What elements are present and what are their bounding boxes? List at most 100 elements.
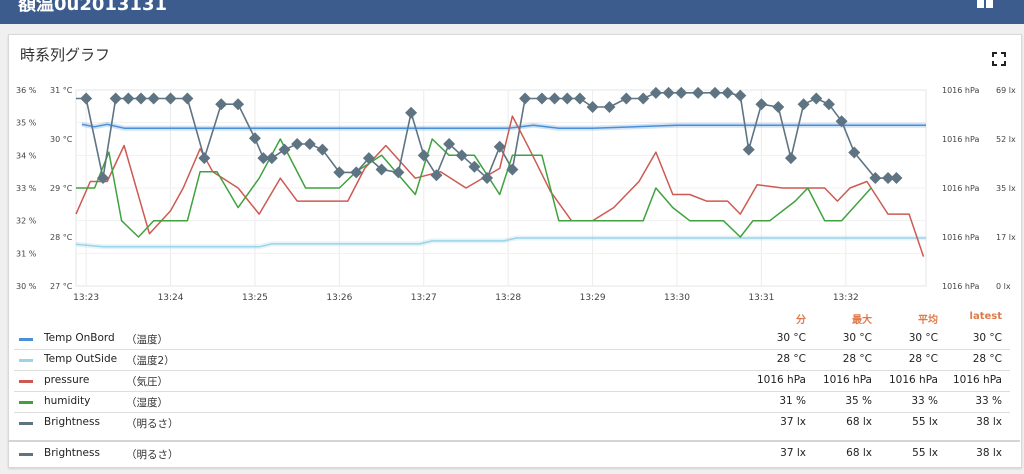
data-point: [620, 92, 633, 105]
series-name: Temp OnBord: [44, 332, 115, 344]
humidity-tick-label: 34 %: [16, 151, 37, 160]
x-tick-label: 13:30: [664, 293, 690, 303]
data-point: [548, 92, 561, 105]
stat-value: 1016 hPa: [756, 374, 806, 386]
legend-row[interactable]: Brightness （明るさ） 37 lx 68 lx 55 lx 38 lx: [0, 414, 1024, 432]
x-tick-label: 13:32: [833, 293, 859, 303]
x-tick-label: 13:27: [411, 293, 437, 303]
series-line-shadow: [75, 235, 926, 250]
temperature-tick-label: 28 °C: [50, 233, 73, 242]
column-header: 最大: [852, 315, 872, 326]
pressure-tick-label: 1016 hPa: [942, 86, 979, 95]
stat-value: 35 %: [845, 395, 872, 407]
stat-value: 37 lx: [780, 416, 806, 428]
legend-row[interactable]: humidity （湿度） 31 % 35 % 33 % 33 %: [0, 393, 1024, 411]
stat-value: 38 lx: [976, 447, 1002, 459]
legend-row[interactable]: Temp OutSide （温度2） 28 °C 28 °C 28 °C 28 °C: [0, 351, 1024, 369]
data-point: [692, 86, 705, 99]
data-point: [257, 152, 270, 165]
humidity-tick-label: 31 %: [16, 249, 37, 258]
x-tick-label: 13:28: [495, 293, 521, 303]
data-point: [772, 101, 785, 114]
series-swatch: [19, 380, 33, 383]
data-point: [232, 98, 245, 111]
column-header: 分: [796, 315, 806, 326]
data-point: [721, 86, 734, 99]
data-point: [164, 92, 177, 105]
data-point: [97, 172, 110, 185]
data-point: [637, 92, 650, 105]
stat-value: 1016 hPa: [952, 374, 1002, 386]
data-point: [882, 172, 895, 185]
data-point: [109, 92, 122, 105]
data-point: [535, 92, 548, 105]
data-point: [291, 137, 304, 150]
app-title: 額温0u2013131: [18, 0, 168, 15]
data-point: [675, 86, 688, 99]
x-tick-label: 13:25: [242, 293, 268, 303]
series-temp-outside: [75, 235, 926, 250]
data-point: [134, 92, 147, 105]
stat-value: 30 °C: [776, 332, 806, 344]
data-point: [835, 115, 848, 128]
data-point: [573, 92, 586, 105]
stat-value: 28 °C: [972, 353, 1002, 365]
data-point: [662, 86, 675, 99]
legend-row[interactable]: pressure （気圧） 1016 hPa 1016 hPa 1016 hPa 1016…: [0, 372, 1024, 390]
legend-row[interactable]: Brightness （明るさ） 37 lx 68 lx 55 lx 38 lx: [0, 445, 1024, 463]
stat-value: 28 °C: [908, 353, 938, 365]
series-name: Brightness: [44, 416, 100, 428]
series-subtitle: （湿度）: [126, 397, 168, 409]
stat-value: 1016 hPa: [888, 374, 938, 386]
data-point: [586, 101, 599, 114]
data-point: [797, 98, 810, 111]
row-divider: [14, 370, 1010, 371]
data-point: [561, 92, 574, 105]
series-line: [81, 123, 926, 129]
temperature-tick-label: 27 °C: [50, 282, 73, 291]
data-point: [181, 92, 194, 105]
series-temp-onbord: [81, 121, 926, 131]
stat-value: 30 °C: [972, 332, 1002, 344]
series-swatch: [19, 359, 33, 362]
stat-value: 28 °C: [842, 353, 872, 365]
data-point: [122, 92, 135, 105]
panel-title: 時系列グラフ: [20, 46, 111, 64]
data-point: [869, 172, 882, 185]
series-name: Brightness: [44, 447, 100, 459]
pressure-tick-label: 1016 hPa: [942, 184, 979, 193]
stat-value: 33 %: [975, 395, 1002, 407]
data-point: [405, 106, 418, 119]
series-subtitle: （気圧）: [126, 376, 168, 388]
series-line: [76, 92, 897, 179]
series-swatch: [19, 422, 33, 425]
data-point: [810, 92, 823, 105]
data-point: [822, 98, 835, 111]
fullscreen-icon[interactable]: [992, 52, 1006, 66]
stat-value: 55 lx: [912, 447, 938, 459]
legend-row[interactable]: Temp OnBord （温度） 30 °C 30 °C 30 °C 30 °C: [0, 330, 1024, 348]
brightness-tick-label: 35 lx: [996, 184, 1016, 193]
stat-value: 1016 hPa: [822, 374, 872, 386]
data-point: [755, 98, 768, 111]
stat-value: 68 lx: [846, 416, 872, 428]
series-name: pressure: [44, 374, 90, 386]
data-point: [784, 152, 797, 165]
brightness-tick-label: 17 lx: [996, 233, 1016, 242]
column-header: 平均: [918, 315, 938, 326]
series-name: humidity: [44, 395, 91, 407]
data-point: [481, 172, 494, 185]
humidity-tick-label: 36 %: [16, 86, 37, 95]
dashboard-grid-icon[interactable]: [977, 0, 993, 8]
data-point: [742, 143, 755, 156]
data-point: [392, 166, 405, 179]
stat-value: 68 lx: [846, 447, 872, 459]
brightness-tick-label: 52 lx: [996, 135, 1016, 144]
pressure-tick-label: 1016 hPa: [942, 282, 979, 291]
x-tick-label: 13:24: [158, 293, 184, 303]
data-point: [417, 149, 430, 162]
series-subtitle: （温度）: [126, 334, 168, 346]
top-bar: 額温0u2013131: [0, 0, 1024, 24]
stat-value: 31 %: [779, 395, 806, 407]
data-point: [430, 169, 443, 182]
